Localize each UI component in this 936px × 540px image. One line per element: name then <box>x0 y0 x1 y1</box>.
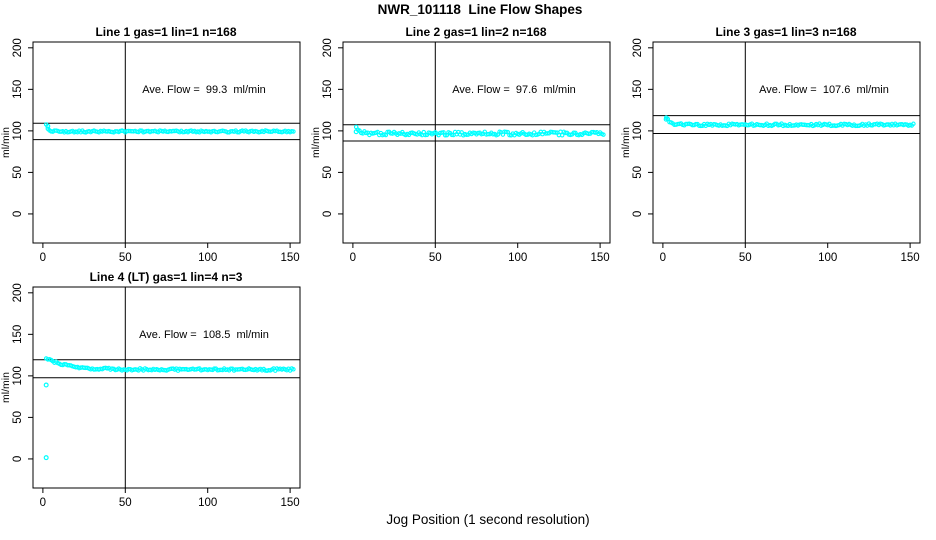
panel-line-2: Line 2 gas=1 lin=2 n=168 Ave. Flow = 97.… <box>310 20 622 272</box>
x-tick-label: 100 <box>508 252 527 264</box>
main-title: NWR_101118 Line Flow Shapes <box>377 2 583 17</box>
outlier-point <box>353 129 359 135</box>
x-axis-label: Jog Position (1 second resolution) <box>386 512 590 527</box>
data-point <box>228 366 234 372</box>
plot-box <box>32 41 301 244</box>
panel-line-1-plot: Line 1 gas=1 lin=1 n=168 Ave. Flow = 99.… <box>0 25 301 264</box>
x-tick-label: 150 <box>281 252 300 264</box>
panel-title: Line 1 gas=1 lin=1 n=168 <box>95 25 236 39</box>
y-tick-label: 100 <box>322 121 334 140</box>
x-tick-label: 150 <box>281 497 300 509</box>
plot-box <box>652 41 921 244</box>
data-point <box>559 132 565 138</box>
x-tick-label: 50 <box>739 252 752 264</box>
ave-flow-annotation: Ave. Flow = 108.5 ml/min <box>139 329 269 341</box>
panel-line-4-plot: Line 4 (LT) gas=1 lin=4 n=3 Ave. Flow = … <box>0 270 301 509</box>
y-tick-label: 0 <box>322 211 334 217</box>
y-tick-label: 200 <box>12 283 24 302</box>
outlier-point <box>43 382 49 388</box>
y-tick-label: 50 <box>322 166 334 179</box>
x-tick-label: 100 <box>198 497 217 509</box>
ave-flow-annotation: Ave. Flow = 107.6 ml/min <box>759 84 889 96</box>
data-point <box>137 128 143 133</box>
data-point <box>553 130 558 135</box>
y-tick-label: 200 <box>632 38 644 57</box>
outlier-point <box>45 123 51 129</box>
x-tick-label: 0 <box>350 252 356 264</box>
data-point <box>442 133 448 138</box>
y-tick-label: 0 <box>12 211 24 217</box>
y-axis-label: ml/min <box>310 127 322 158</box>
data-point <box>291 367 296 372</box>
data-point <box>601 132 606 137</box>
y-tick-label: 50 <box>12 166 24 179</box>
data-point <box>363 130 369 136</box>
y-tick-label: 0 <box>12 456 24 462</box>
y-tick-label: 50 <box>12 411 24 424</box>
plot-box <box>342 41 611 244</box>
panel-title: Line 2 gas=1 lin=2 n=168 <box>405 25 546 39</box>
data-point <box>571 130 576 135</box>
y-tick-label: 150 <box>322 80 334 99</box>
x-tick-label: 100 <box>818 252 837 264</box>
y-tick-label: 0 <box>632 211 644 217</box>
y-tick-label: 100 <box>12 121 24 140</box>
x-tick-label: 50 <box>119 252 132 264</box>
y-tick-label: 200 <box>12 38 24 57</box>
plot-box <box>32 286 301 489</box>
x-tick-label: 50 <box>119 497 132 509</box>
y-axis-label: ml/min <box>0 127 12 158</box>
panel-title: Line 4 (LT) gas=1 lin=4 n=3 <box>90 270 243 284</box>
panel-line-2-plot: Line 2 gas=1 lin=2 n=168 Ave. Flow = 97.… <box>310 25 611 264</box>
y-tick-label: 50 <box>632 166 644 179</box>
y-tick-label: 150 <box>12 325 24 344</box>
data-point <box>212 366 217 371</box>
outlier-point <box>663 116 669 122</box>
data-point <box>911 121 916 127</box>
x-tick-label: 100 <box>198 252 217 264</box>
panel-line-1: Line 1 gas=1 lin=1 n=168 Ave. Flow = 99.… <box>0 20 312 272</box>
panel-title: Line 3 gas=1 lin=3 n=168 <box>715 25 856 39</box>
y-tick-label: 100 <box>12 366 24 385</box>
data-point <box>698 123 704 129</box>
data-point <box>464 132 469 137</box>
ave-flow-annotation: Ave. Flow = 99.3 ml/min <box>142 84 266 96</box>
y-tick-label: 150 <box>632 80 644 99</box>
data-point <box>291 129 296 134</box>
panel-line-4: Line 4 (LT) gas=1 lin=4 n=3 Ave. Flow = … <box>0 265 312 517</box>
x-tick-label: 0 <box>40 497 46 509</box>
y-tick-label: 100 <box>632 121 644 140</box>
data-point <box>449 132 455 138</box>
x-tick-label: 150 <box>901 252 920 264</box>
x-tick-label: 50 <box>429 252 442 264</box>
x-tick-label: 0 <box>40 252 46 264</box>
y-tick-label: 200 <box>322 38 334 57</box>
ave-flow-annotation: Ave. Flow = 97.6 ml/min <box>452 84 576 96</box>
y-axis-label: ml/min <box>620 127 632 158</box>
x-tick-label: 0 <box>660 252 666 264</box>
outlier-point <box>43 455 49 461</box>
panel-line-3-plot: Line 3 gas=1 lin=3 n=168 Ave. Flow = 107… <box>620 25 921 264</box>
panel-line-3: Line 3 gas=1 lin=3 n=168 Ave. Flow = 107… <box>620 20 932 272</box>
data-point <box>563 130 568 136</box>
y-tick-label: 150 <box>12 80 24 99</box>
y-axis-label: ml/min <box>0 372 12 403</box>
x-tick-label: 150 <box>591 252 610 264</box>
